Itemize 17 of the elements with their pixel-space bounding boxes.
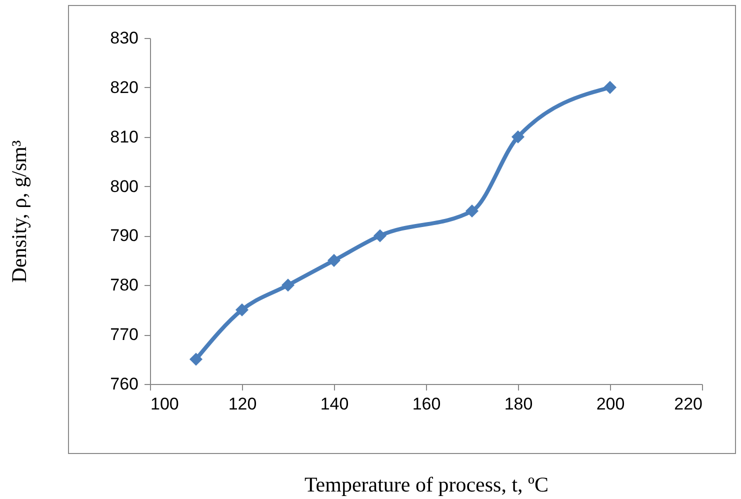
y-tick-label: 770 [110, 325, 138, 344]
y-tick-label: 780 [110, 276, 138, 295]
x-tick-label: 160 [412, 394, 441, 414]
x-tick-label: 180 [504, 394, 533, 414]
y-tick-label: 820 [110, 78, 138, 97]
y-tick-label: 790 [110, 226, 138, 246]
x-tick-label: 140 [320, 394, 349, 414]
x-axis-title: Temperature of process, t, ºC [304, 472, 549, 496]
y-axis-title: Density, ρ, g/sm³ [7, 140, 32, 283]
x-tick-label: 100 [150, 394, 179, 414]
y-tick-label: 810 [110, 127, 138, 146]
y-tick-label: 760 [110, 374, 138, 394]
y-tick-label: 830 [110, 28, 138, 48]
x-tick-label: 200 [596, 394, 625, 414]
x-tick-label: 120 [228, 394, 257, 414]
y-tick-label: 800 [110, 176, 138, 196]
x-tick-label: 220 [674, 394, 702, 414]
